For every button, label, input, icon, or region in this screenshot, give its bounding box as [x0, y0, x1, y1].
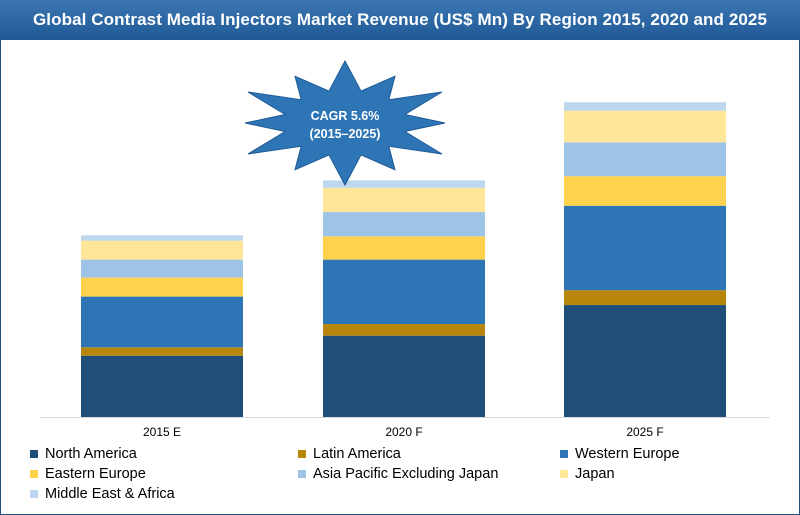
x-tick-label: 2015 E — [143, 425, 181, 439]
bar-segment-2025-f-eastern-europe — [564, 176, 726, 206]
bar-segment-2020-f-middle-east-africa — [323, 180, 485, 188]
bar-segment-2025-f-western-europe — [564, 205, 726, 291]
legend-label: Latin America — [313, 446, 401, 462]
legend-swatch — [298, 450, 306, 458]
bar-segment-2015-e-asia-pacific-excluding-japan — [81, 259, 243, 278]
category-labels: 2015 E 2020 F 2025 F — [143, 425, 664, 439]
bar-segment-2015-e-middle-east-africa — [81, 235, 243, 241]
cagr-callout-period: (2015–2025) — [310, 127, 381, 141]
legend-item: Japan — [560, 465, 615, 483]
legend-swatch — [30, 450, 38, 458]
cagr-starburst-shape — [244, 59, 446, 187]
cagr-callout-value: CAGR 5.6% — [311, 109, 380, 123]
legend-swatch — [30, 490, 38, 498]
bar-segment-2015-e-latin-america — [81, 347, 243, 356]
bar-segment-2020-f-latin-america — [323, 324, 485, 336]
x-tick-label: 2020 F — [385, 425, 422, 439]
bar-segment-2020-f-western-europe — [323, 259, 485, 325]
bar-segment-2020-f-asia-pacific-excluding-japan — [323, 212, 485, 237]
bar-segment-2020-f-north-america — [323, 335, 485, 417]
legend-swatch — [560, 450, 568, 458]
legend-item: Asia Pacific Excluding Japan — [298, 465, 498, 483]
legend-item: Middle East & Africa — [30, 485, 175, 503]
legend-swatch — [30, 470, 38, 478]
bar-segment-2020-f-eastern-europe — [323, 236, 485, 260]
bar-segment-2015-e-western-europe — [81, 296, 243, 348]
x-tick-label: 2025 F — [626, 425, 663, 439]
legend-item: Western Europe — [560, 445, 680, 463]
legend-label: Western Europe — [575, 446, 680, 462]
chart-legend: North America Latin America Western Europe… — [30, 445, 790, 507]
cagr-callout: CAGR 5.6% (2015–2025) — [244, 59, 446, 187]
legend-label: Middle East & Africa — [45, 486, 175, 502]
bar-segment-2025-f-latin-america — [564, 290, 726, 306]
legend-item: Eastern Europe — [30, 465, 146, 483]
legend-label: Eastern Europe — [45, 466, 146, 482]
legend-item: North America — [30, 445, 137, 463]
legend-item: Latin America — [298, 445, 401, 463]
legend-label: Asia Pacific Excluding Japan — [313, 466, 499, 482]
legend-swatch — [560, 470, 568, 478]
bar-stacks — [81, 102, 726, 417]
bar-segment-2015-e-north-america — [81, 355, 243, 417]
bar-segment-2015-e-japan — [81, 240, 243, 260]
bar-segment-2025-f-north-america — [564, 305, 726, 417]
legend-swatch — [298, 470, 306, 478]
bar-segment-2025-f-asia-pacific-excluding-japan — [564, 142, 726, 177]
bar-segment-2025-f-middle-east-africa — [564, 102, 726, 111]
chart-title: Global Contrast Media Injectors Market R… — [0, 0, 800, 40]
legend-label: Japan — [575, 466, 615, 482]
bar-segment-2015-e-eastern-europe — [81, 277, 243, 297]
bar-segment-2020-f-japan — [323, 187, 485, 213]
bar-segment-2025-f-japan — [564, 110, 726, 143]
legend-label: North America — [45, 446, 137, 462]
